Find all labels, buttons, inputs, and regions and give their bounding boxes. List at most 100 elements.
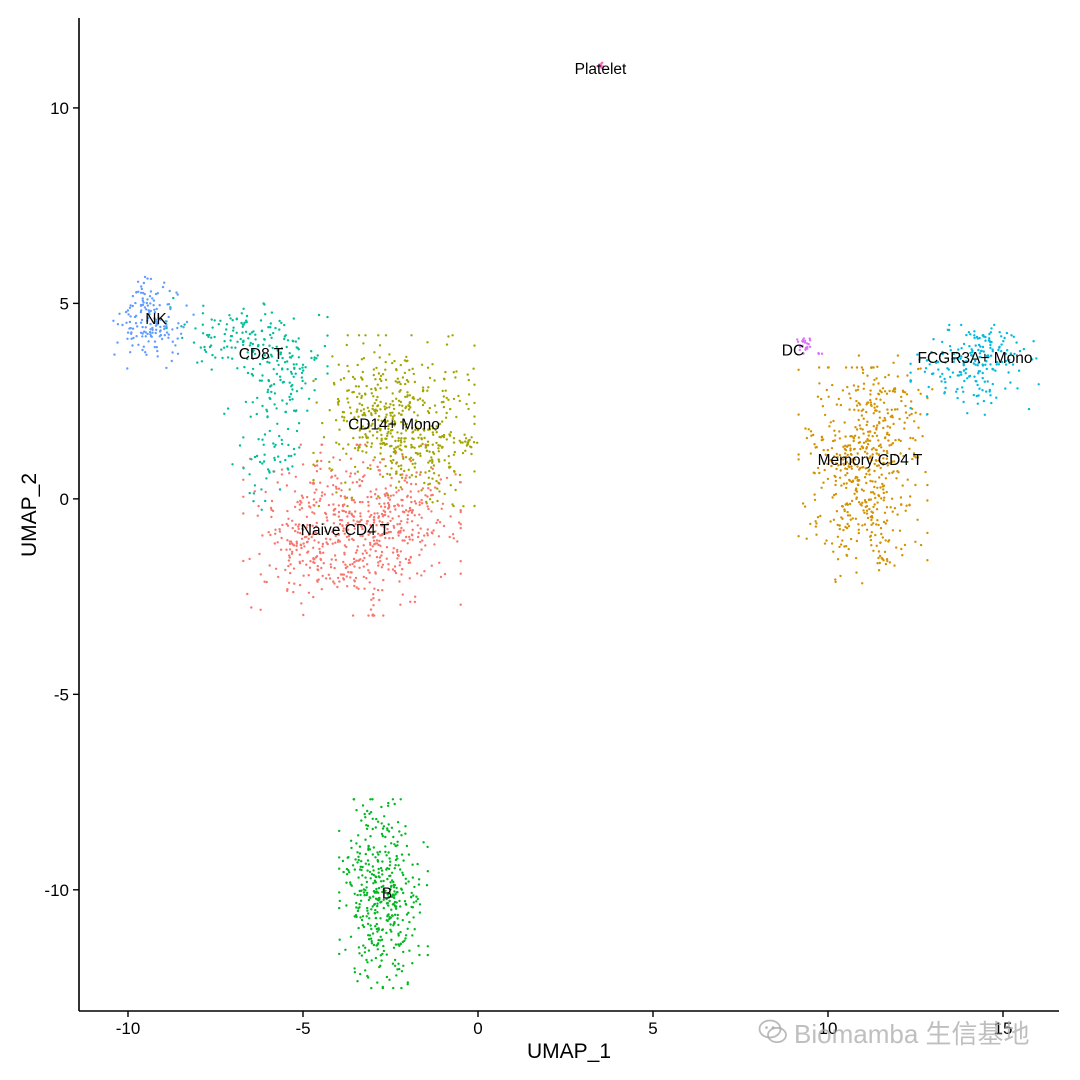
cell-point: [301, 379, 304, 383]
cell-point: [311, 511, 314, 514]
y-tick-label: 10: [50, 99, 69, 118]
cell-point: [387, 507, 390, 510]
cell-point: [381, 952, 384, 956]
cell-point: [846, 503, 849, 506]
cell-point: [301, 559, 304, 563]
cell-point: [357, 334, 361, 337]
cell-point: [850, 499, 854, 503]
cell-point: [367, 533, 370, 536]
cell-point: [925, 395, 929, 398]
cell-point: [964, 372, 967, 375]
cell-point: [868, 439, 872, 442]
cell-point: [466, 441, 469, 444]
cell-point: [373, 351, 376, 354]
cell-point: [312, 546, 315, 549]
cell-point: [879, 486, 882, 489]
cell-point: [425, 884, 429, 887]
cell-point: [873, 406, 876, 409]
cell-point: [349, 935, 353, 938]
cell-point: [148, 295, 152, 298]
cell-point: [857, 418, 860, 422]
cell-point: [383, 420, 386, 423]
cell-point: [291, 526, 294, 530]
cell-point: [849, 452, 853, 456]
cell-point: [375, 398, 378, 402]
cell-point: [847, 462, 851, 465]
cell-point: [969, 351, 972, 355]
cell-point: [888, 389, 891, 393]
cell-point: [801, 502, 805, 505]
cell-point: [827, 395, 830, 398]
cell-point: [300, 546, 303, 550]
cell-point: [399, 467, 403, 471]
cell-point: [135, 290, 138, 294]
cell-point: [206, 333, 209, 337]
cell-point: [981, 376, 984, 380]
cell-point: [834, 492, 838, 496]
cell-point: [962, 400, 965, 404]
cell-point: [370, 424, 373, 427]
cell-point: [390, 461, 394, 464]
cell-point: [131, 344, 134, 347]
cell-point: [424, 445, 428, 448]
cell-point: [395, 901, 398, 904]
cell-point: [367, 614, 370, 617]
cell-point: [376, 820, 380, 823]
cell-point: [309, 560, 312, 563]
cell-point: [386, 901, 389, 905]
cell-point: [378, 502, 381, 505]
cell-point: [396, 445, 400, 448]
cell-point: [373, 456, 376, 459]
cell-point: [1016, 387, 1019, 390]
cell-point: [248, 332, 252, 336]
cell-point: [853, 458, 857, 461]
cell-point: [361, 924, 364, 927]
cell-point: [862, 432, 865, 435]
cell-point: [969, 333, 972, 336]
cell-point: [854, 389, 858, 392]
cell-point: [127, 313, 130, 316]
cell-point: [397, 943, 400, 946]
cell-point: [405, 474, 408, 477]
cell-point: [869, 491, 873, 494]
cell-point: [285, 548, 288, 551]
cell-point: [338, 891, 341, 894]
cell-point: [877, 453, 880, 456]
cell-point: [403, 939, 406, 942]
cell-point: [982, 335, 985, 338]
cell-point: [365, 886, 368, 889]
cell-point: [402, 964, 405, 967]
cell-point: [353, 416, 356, 419]
cell-point: [430, 456, 433, 459]
cell-point: [240, 321, 243, 325]
cell-point: [208, 345, 212, 349]
cell-point: [427, 476, 430, 479]
cell-point: [399, 529, 402, 532]
cell-point: [870, 448, 874, 451]
cell-point: [438, 521, 442, 524]
cell-point: [286, 524, 290, 527]
cell-point: [842, 458, 845, 461]
cell-point: [294, 340, 297, 343]
cell-point: [377, 871, 380, 874]
cell-point: [372, 869, 375, 872]
cell-point: [366, 922, 370, 926]
cell-point: [400, 853, 404, 856]
cell-point: [399, 798, 402, 801]
cell-point: [371, 434, 375, 437]
cell-point: [441, 420, 444, 423]
cell-point: [833, 429, 836, 432]
cell-point: [861, 371, 865, 375]
cell-point: [397, 932, 400, 935]
cell-point: [388, 864, 392, 867]
cell-point: [977, 372, 980, 375]
cell-point: [380, 959, 383, 962]
cell-point: [979, 355, 982, 359]
cell-point: [454, 376, 457, 379]
cell-point: [831, 496, 834, 499]
cell-point: [381, 563, 385, 566]
cell-point: [884, 539, 887, 542]
cell-point: [369, 490, 372, 493]
cell-point: [368, 515, 371, 518]
